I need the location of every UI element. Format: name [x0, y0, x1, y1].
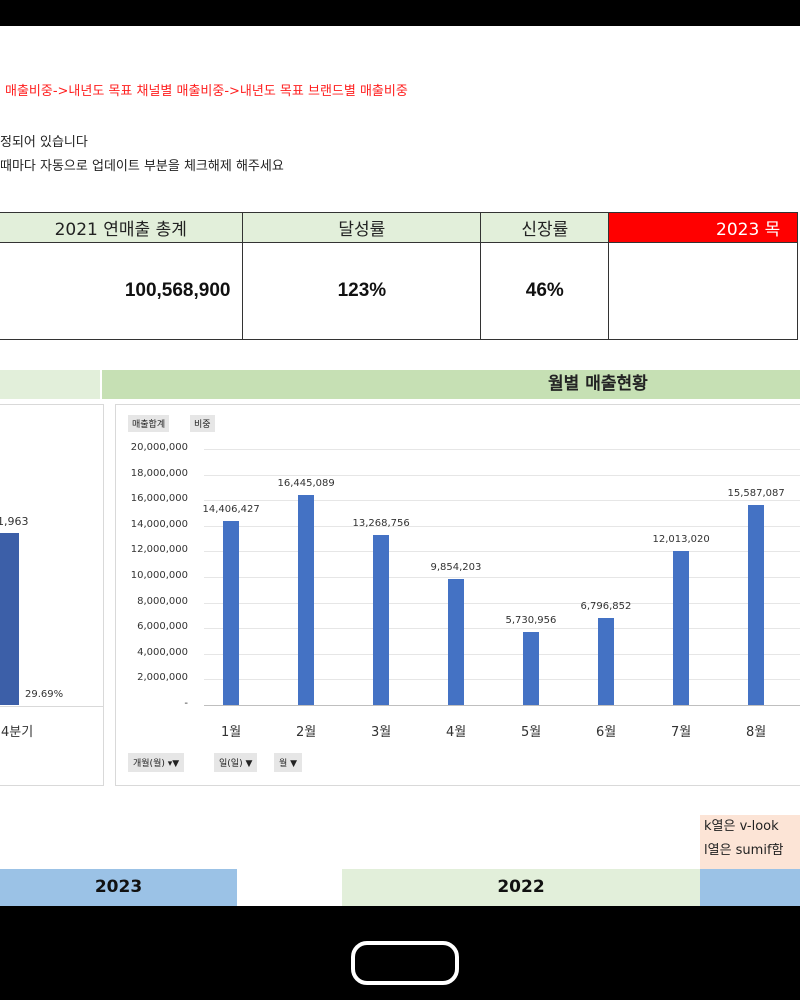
gridline — [204, 500, 800, 502]
quarter-axis-line — [0, 706, 103, 707]
bar-5월[interactable] — [523, 631, 539, 705]
section-band-left — [0, 370, 100, 399]
side-note-1: k열은 v-look — [704, 819, 779, 834]
x-tick-label: 5월 — [521, 725, 542, 740]
y-tick-label: 14,000,000 — [130, 518, 188, 530]
bar-8월[interactable] — [748, 505, 764, 705]
data-label: 14,406,427 — [202, 503, 260, 515]
gridline — [204, 602, 800, 604]
bar-2월[interactable] — [298, 494, 314, 705]
data-label: 5,730,956 — [505, 614, 557, 626]
y-tick-label: 2,000,000 — [137, 672, 188, 684]
note-line-1: 정되어 있습니다 — [0, 135, 88, 150]
x-tick-label: 2월 — [296, 725, 317, 740]
navigation-text: 매출비중->내년도 목표 채널별 매출비중->내년도 목표 브랜드별 매출비중 — [5, 84, 408, 99]
header-achievement-rate[interactable]: 달성률 — [242, 212, 482, 243]
header-2023-target[interactable]: 2023 목 — [608, 212, 798, 243]
sales-total-field-button[interactable]: 매출합계 — [128, 415, 170, 432]
quarter-x-label: 4분기 — [1, 725, 34, 740]
y-tick-label: 12,000,000 — [130, 544, 188, 556]
month-field-button[interactable]: 월 ▼ — [274, 753, 303, 772]
y-tick-label: 16,000,000 — [130, 493, 188, 505]
year-header-2022[interactable]: 2022 — [342, 869, 700, 906]
x-tick-label: 6월 — [596, 725, 617, 740]
bar-7월[interactable] — [673, 551, 689, 705]
y-tick-label: 4,000,000 — [137, 646, 188, 658]
side-note-box: k열은 v-look l열은 sumif함 — [700, 815, 800, 873]
gridline — [204, 577, 800, 578]
data-label: 15,587,087 — [727, 488, 785, 500]
bar-6월[interactable] — [598, 618, 614, 705]
y-tick-label: 10,000,000 — [130, 570, 188, 581]
bar-1월[interactable] — [223, 520, 239, 705]
monthly-chart-panel[interactable]: 매출합계 비중 20,000,000 18,000,000 16,000,000 14… — [115, 404, 800, 786]
x-tick-label: 8월 — [746, 725, 767, 740]
spreadsheet-screen: 매출비중->내년도 목표 채널별 매출비중->내년도 목표 브랜드별 매출비중 … — [0, 26, 800, 906]
gridline — [204, 653, 800, 655]
data-label: 16,445,089 — [277, 477, 335, 489]
y-tick-label: 6,000,000 — [137, 621, 188, 633]
value-growth-rate[interactable]: 46% — [480, 242, 610, 340]
gridline — [204, 679, 800, 681]
monthly-chart: 20,000,000 18,000,000 16,000,000 14,000,000… — [116, 405, 800, 785]
value-achievement-rate[interactable]: 123% — [242, 242, 482, 340]
y-tick-label: - — [184, 698, 188, 709]
bar-3월[interactable] — [373, 535, 389, 705]
gridline — [204, 551, 800, 553]
quarter-bar — [0, 533, 19, 705]
data-label: 6,796,852 — [580, 601, 632, 612]
ratio-field-button[interactable]: 비중 — [190, 415, 215, 432]
bar-4월[interactable] — [448, 578, 464, 705]
header-growth-rate[interactable]: 신장률 — [480, 212, 610, 243]
data-label: 9,854,203 — [430, 561, 482, 573]
value-annual-total[interactable]: 100,568,900 — [0, 242, 244, 340]
quarter-pct-label: 29.69% — [25, 689, 64, 700]
header-annual-total[interactable]: 2021 연매출 총계 — [0, 212, 244, 243]
data-label: 13,268,756 — [352, 518, 410, 530]
y-tick-label: 8,000,000 — [137, 595, 188, 607]
side-note-2: l열은 sumif함 — [704, 843, 784, 858]
year-header-2023[interactable]: 2023 — [0, 869, 237, 906]
section-band-right — [102, 370, 800, 399]
x-tick-label: 1월 — [221, 725, 242, 740]
section-title: 월별 매출현황 — [548, 374, 648, 394]
gridline — [204, 525, 800, 527]
gridline — [204, 705, 800, 706]
quarter-bar-label: 1,963 — [0, 515, 29, 528]
y-tick-label: 18,000,000 — [130, 467, 188, 479]
month-filter-button[interactable]: 개월(월) ▾▼ — [128, 753, 185, 772]
year-header-next[interactable] — [700, 869, 800, 906]
note-line-2: 때마다 자동으로 업데이트 부분을 체크해제 해주세요 — [0, 159, 284, 174]
home-button[interactable] — [351, 941, 459, 985]
x-tick-label: 3월 — [371, 725, 392, 740]
x-tick-label: 7월 — [671, 725, 692, 740]
gridline — [204, 628, 800, 630]
y-tick-label: 20,000,000 — [130, 442, 188, 453]
gridline — [204, 449, 800, 450]
gridline — [204, 474, 800, 476]
quarterly-chart-panel[interactable]: 1,963 29.69% 4분기 — [0, 404, 104, 786]
data-label: 12,013,020 — [652, 534, 710, 546]
summary-table: 2021 연매출 총계 달성률 신장률 2023 목 100,568,900 1… — [0, 212, 798, 340]
x-tick-label: 4월 — [446, 725, 467, 740]
header-2023-target-text: 2023 목 — [716, 220, 781, 240]
value-2023-target[interactable] — [608, 242, 798, 340]
day-filter-button[interactable]: 일(일) ▼ — [214, 753, 258, 772]
